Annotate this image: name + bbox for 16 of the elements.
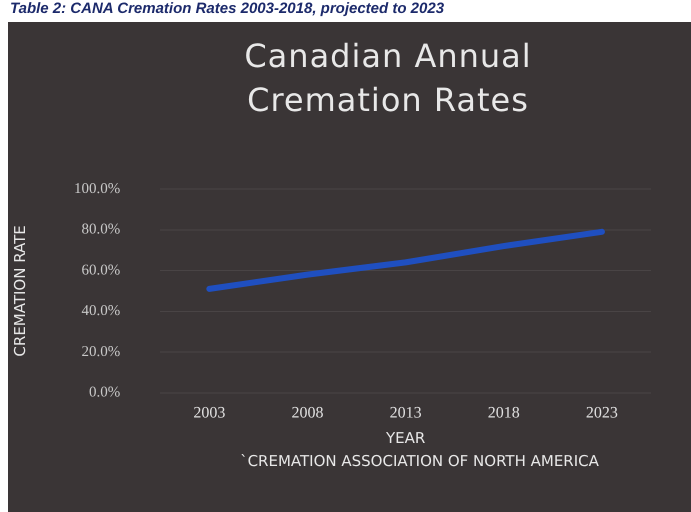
y-tick-label: 20.0% [81, 344, 120, 360]
x-tick-label: 2008 [291, 404, 324, 422]
y-tick-label: 100.0% [74, 180, 120, 197]
y-tick-label: 60.0% [81, 262, 120, 278]
chart-subtitle: Table 2: CANA Cremation Rates 2003-2018, projected to 2023 [9, 0, 446, 19]
chart-title: Canadian Annual Cremation Rates [243, 36, 533, 121]
x-tick-label: 2018 [488, 404, 520, 422]
x-axis-title: YEAR [384, 428, 426, 447]
text: `CREMATION ASSOCIATION OF NORTH AMERICA [239, 452, 600, 470]
y-tick-label: 40.0% [81, 303, 120, 320]
y-tick-label: 80.0% [81, 222, 120, 238]
y-tick-label: 0.0% [88, 384, 120, 401]
x-tick-label: 2003 [193, 404, 226, 422]
x-tick-label: 2023 [586, 404, 618, 422]
y-axis-title: CREMATION RATE [10, 225, 29, 357]
x-tick-label: 2013 [390, 404, 422, 422]
